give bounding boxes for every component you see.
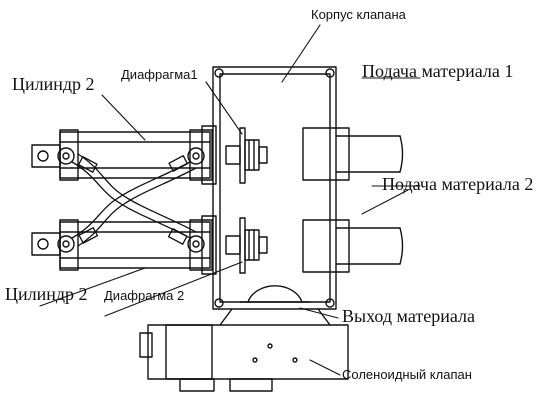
cylinder-upper bbox=[31, 125, 217, 185]
solenoid-label: Соленоидный клапан bbox=[342, 367, 472, 382]
valve-body-label: Корпус клапана bbox=[311, 7, 406, 22]
diaphragm-2 bbox=[225, 217, 268, 274]
diaphragm-1 bbox=[225, 127, 268, 184]
outlet-label: Выход материала bbox=[342, 306, 475, 326]
solenoid-valve bbox=[139, 308, 349, 392]
feed-1-label: Подача материала 1 bbox=[362, 61, 514, 81]
leader-lines bbox=[39, 24, 421, 376]
feed-port-1 bbox=[302, 127, 404, 181]
cylinder-lower bbox=[31, 215, 217, 275]
diaphragm-1-label: Диафрагма1 bbox=[121, 67, 198, 82]
cylinder-top-label: Цилиндр 2 bbox=[12, 74, 95, 94]
crossed-hoses bbox=[71, 153, 197, 247]
cylinder-bottom-label: Цилиндр 2 bbox=[5, 284, 88, 304]
feed-2-label: Подача материала 2 bbox=[382, 174, 534, 194]
diaphragm-2-label: Диафрагма 2 bbox=[104, 288, 185, 303]
feed-port-2 bbox=[302, 219, 404, 273]
valve-body bbox=[212, 66, 337, 310]
